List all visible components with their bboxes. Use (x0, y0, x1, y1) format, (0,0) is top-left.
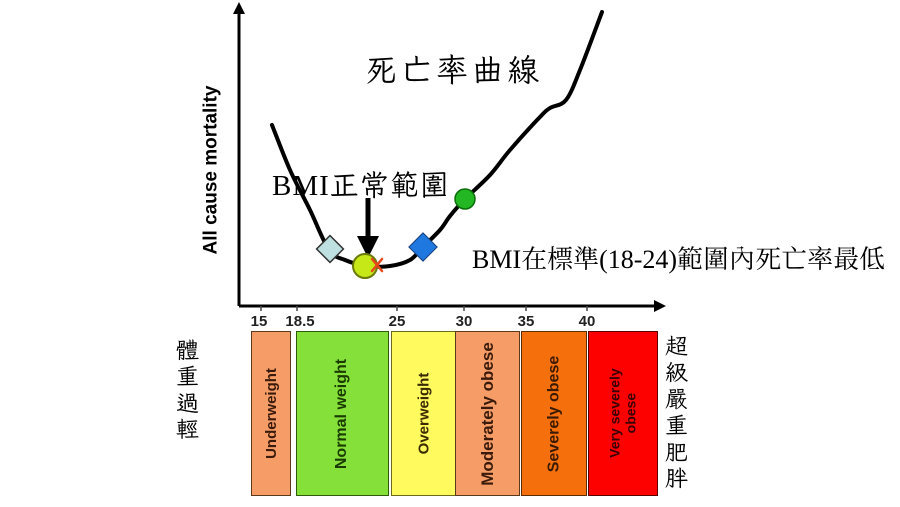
svg-text:15: 15 (251, 313, 268, 330)
svg-text:25: 25 (389, 313, 406, 330)
svg-text:30: 30 (456, 313, 473, 330)
svg-text:18.5: 18.5 (285, 313, 314, 330)
svg-text:35: 35 (518, 313, 535, 330)
svg-text:40: 40 (579, 313, 596, 330)
